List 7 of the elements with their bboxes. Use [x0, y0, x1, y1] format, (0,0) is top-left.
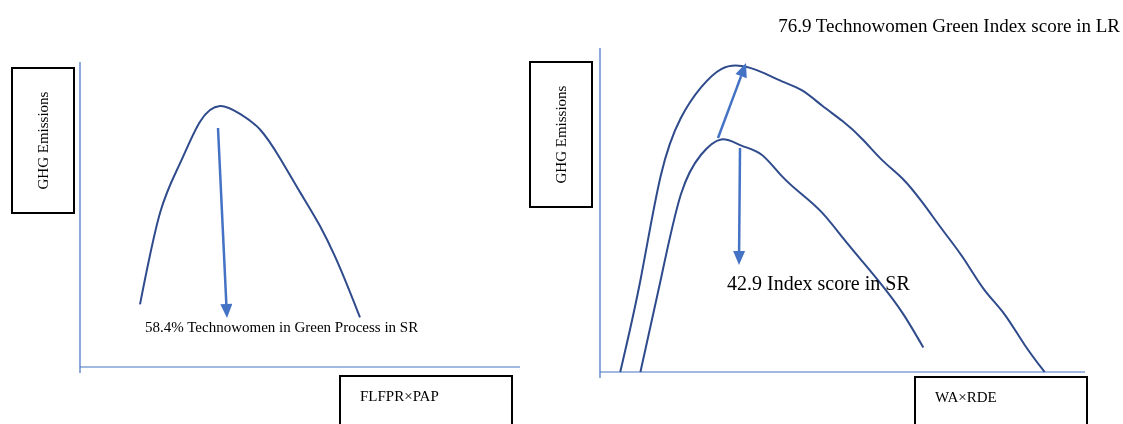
- y-axis-title: GHG Emissions: [35, 91, 51, 190]
- y-axis-title: GHG Emissions: [553, 85, 569, 184]
- annotation: 58.4% Technowomen in Green Process in SR: [145, 319, 419, 335]
- text: 76.9 Technowomen Green Index score in LR: [778, 15, 1121, 36]
- x-axis-title: FLFPR×PAP: [360, 388, 439, 404]
- x-axis-title: WA×RDE: [935, 389, 997, 405]
- annotation: 42.9 Index score in SR: [727, 272, 911, 294]
